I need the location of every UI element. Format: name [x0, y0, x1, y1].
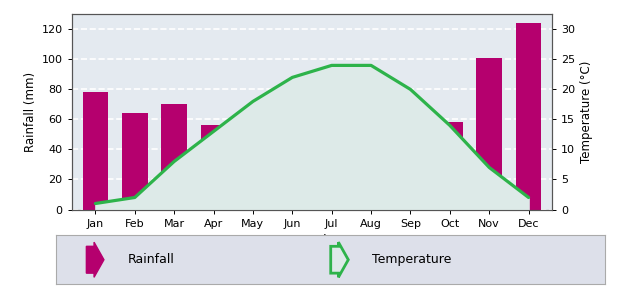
- Bar: [122, 113, 147, 210]
- Bar: [280, 125, 305, 210]
- Text: Temperature: Temperature: [372, 253, 451, 266]
- Bar: [437, 123, 462, 210]
- Bar: [358, 129, 384, 210]
- X-axis label: Month: Month: [293, 234, 331, 247]
- Y-axis label: Rainfall (mm): Rainfall (mm): [24, 72, 37, 152]
- Bar: [319, 123, 344, 210]
- Bar: [397, 109, 423, 210]
- Bar: [162, 104, 187, 210]
- Bar: [240, 133, 266, 210]
- Bar: [516, 23, 542, 210]
- FancyArrow shape: [86, 242, 104, 277]
- Text: Rainfall: Rainfall: [127, 253, 175, 266]
- Bar: [201, 125, 227, 210]
- Y-axis label: Temperature (°C): Temperature (°C): [580, 61, 593, 163]
- FancyArrow shape: [331, 242, 348, 277]
- Bar: [477, 58, 502, 210]
- Bar: [82, 92, 108, 210]
